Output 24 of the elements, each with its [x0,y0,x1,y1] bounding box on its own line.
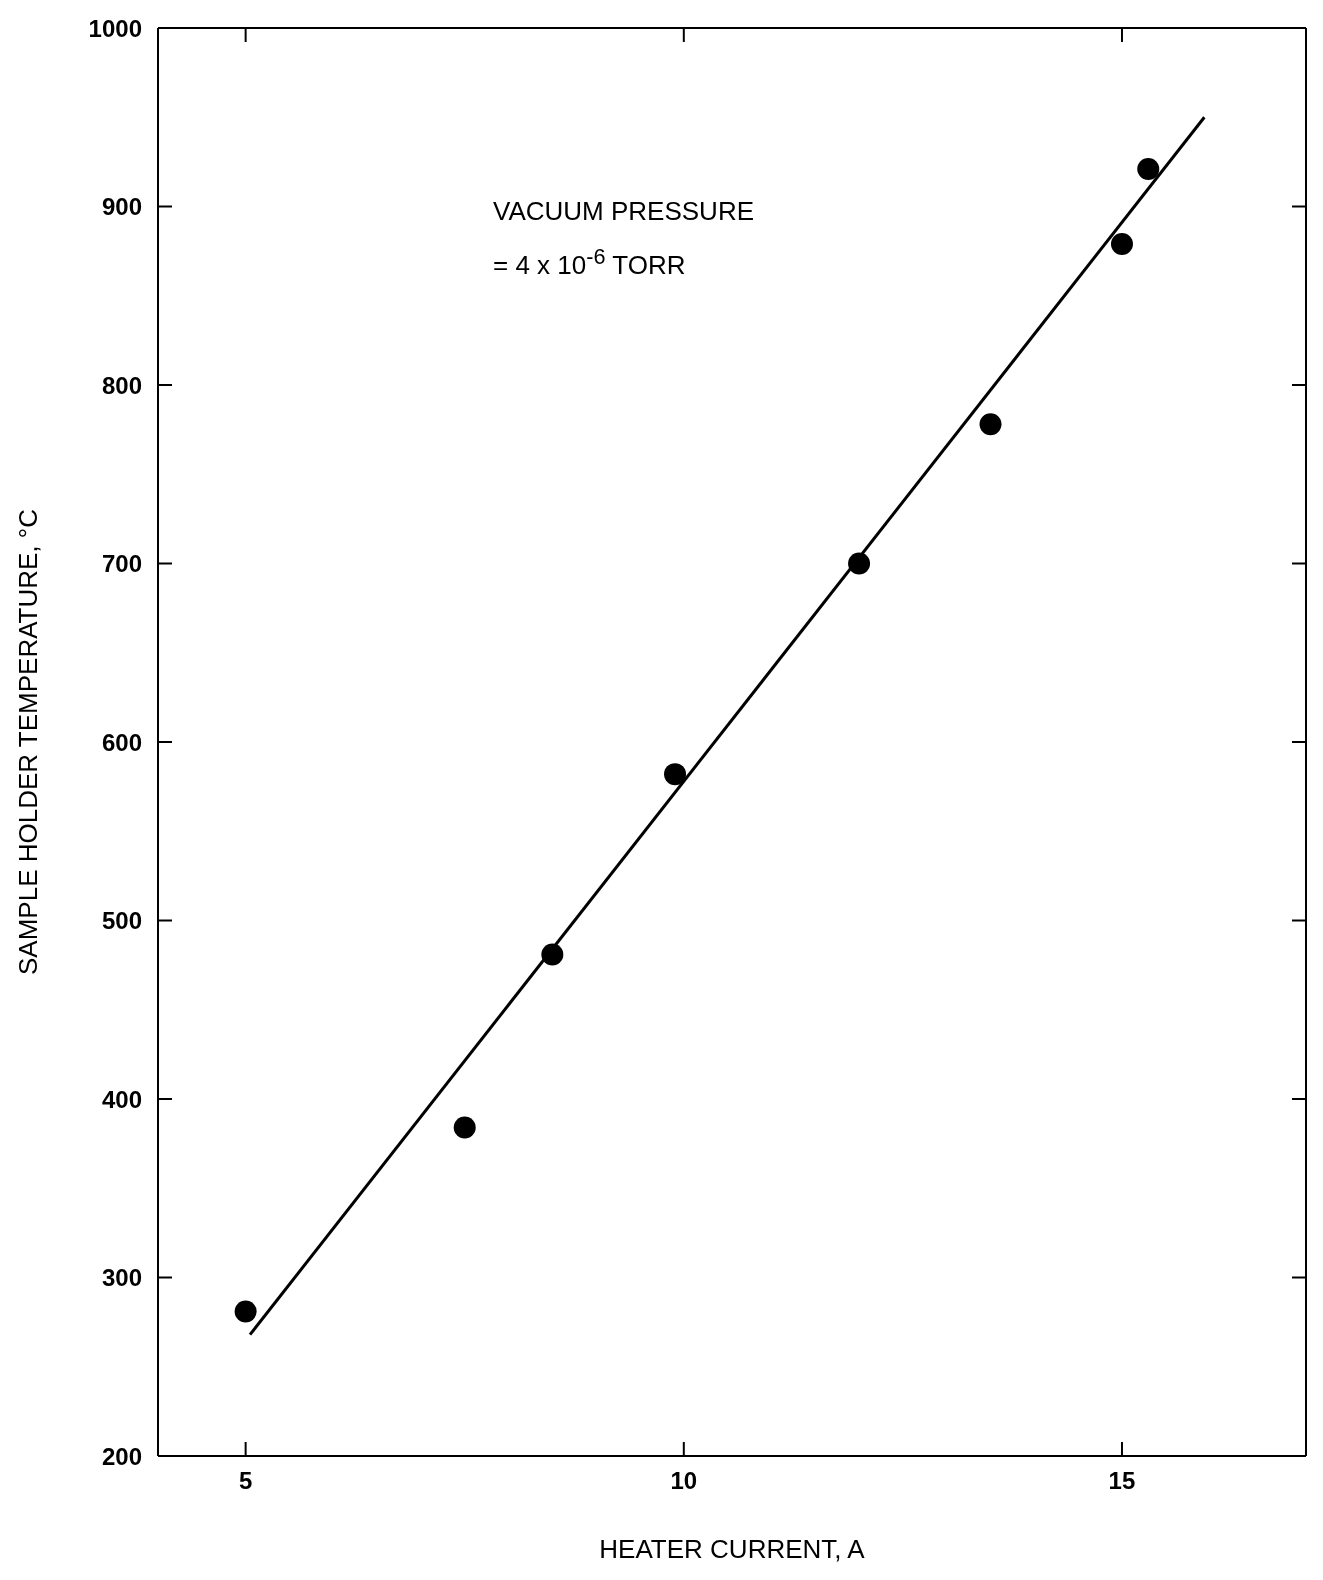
point [1110,232,1133,255]
annotation: = 4 x 10$^{-6}$ TORR [493,243,687,282]
point [979,413,1002,436]
point [664,763,687,786]
point [848,552,871,575]
annotation: VACUUM PRESSURE [493,195,755,228]
y-tick-label: 400 [101,1085,142,1113]
y-tick-label: 600 [101,728,142,756]
y-tick-label: 900 [101,193,142,221]
x-tick-label: 5 [238,1467,253,1495]
point [1137,158,1160,181]
y-tick-label: 500 [101,907,142,935]
y-tick-label: 800 [101,371,142,399]
x-axis-title: HEATER CURRENT, A [599,1534,866,1564]
point [541,943,564,966]
point [453,1116,476,1139]
y-tick-label: 700 [101,550,142,578]
y-tick-label: 1000 [88,14,142,42]
y-tick-label: 300 [101,1264,142,1292]
x-tick-label: 15 [1108,1467,1136,1495]
point [234,1300,257,1323]
x-tick-label: 10 [670,1467,698,1495]
y-tick-label: 200 [101,1442,142,1470]
y-axis-title: SAMPLE HOLDER TEMPERATURE, °C [13,509,44,975]
